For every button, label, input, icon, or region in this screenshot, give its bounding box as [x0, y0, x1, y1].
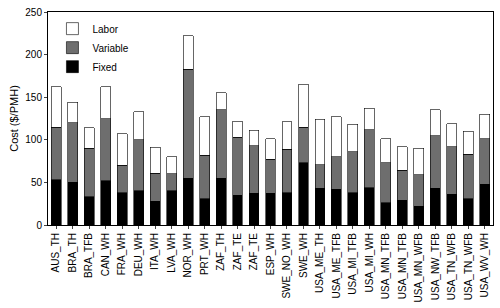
svg-text:USA_TN_WFB: USA_TN_WFB	[463, 233, 474, 301]
svg-text:200: 200	[25, 49, 42, 60]
svg-text:SWE_WH: SWE_WH	[298, 233, 309, 278]
svg-text:SWE_NO_WH: SWE_NO_WH	[281, 233, 292, 299]
svg-text:Variable: Variable	[92, 43, 128, 54]
svg-text:DEU_WH: DEU_WH	[133, 233, 144, 276]
svg-text:ZAF_TH: ZAF_TH	[215, 233, 226, 271]
svg-text:USA_ME_TFB: USA_ME_TFB	[331, 233, 342, 299]
svg-text:USA_MN_WFB: USA_MN_WFB	[413, 233, 424, 303]
svg-text:150: 150	[25, 92, 42, 103]
svg-text:PRT_WH: PRT_WH	[199, 233, 210, 275]
svg-text:USA_MN_TFB: USA_MN_TFB	[397, 233, 408, 299]
svg-text:NOR_WH: NOR_WH	[182, 233, 193, 277]
svg-text:USA_NW_TFB: USA_NW_TFB	[430, 233, 441, 301]
svg-text:BRA_TH: BRA_TH	[67, 233, 78, 272]
svg-text:USA_TN_WFB: USA_TN_WFB	[446, 233, 457, 301]
svg-text:USA_MI_WH: USA_MI_WH	[364, 233, 375, 292]
svg-text:LVA_WH: LVA_WH	[166, 233, 177, 273]
svg-text:Labor: Labor	[92, 24, 118, 35]
svg-text:USA_MN_TFB: USA_MN_TFB	[380, 233, 391, 299]
svg-text:CAN_WH: CAN_WH	[100, 233, 111, 276]
svg-text:USA_MI_TFB: USA_MI_TFB	[347, 233, 358, 295]
svg-text:50: 50	[31, 177, 43, 188]
svg-text:0: 0	[36, 220, 42, 231]
svg-text:Fixed: Fixed	[92, 62, 116, 73]
svg-text:FRA_WH: FRA_WH	[116, 233, 127, 275]
svg-text:ZAF_TE: ZAF_TE	[248, 233, 259, 271]
svg-text:USA_WV_WH: USA_WV_WH	[479, 233, 490, 297]
svg-text:USA_ME_TH: USA_ME_TH	[314, 233, 325, 293]
svg-text:250: 250	[25, 7, 42, 18]
svg-text:ESP_WH: ESP_WH	[265, 233, 276, 275]
svg-text:BRA_TFB: BRA_TFB	[83, 233, 94, 278]
svg-text:Cost ($/PMH): Cost ($/PMH)	[8, 85, 20, 152]
svg-text:ITA_WH: ITA_WH	[149, 233, 160, 270]
svg-text:100: 100	[25, 134, 42, 145]
svg-text:AUS_TH: AUS_TH	[50, 233, 61, 272]
svg-text:ZAF_TE: ZAF_TE	[232, 233, 243, 271]
